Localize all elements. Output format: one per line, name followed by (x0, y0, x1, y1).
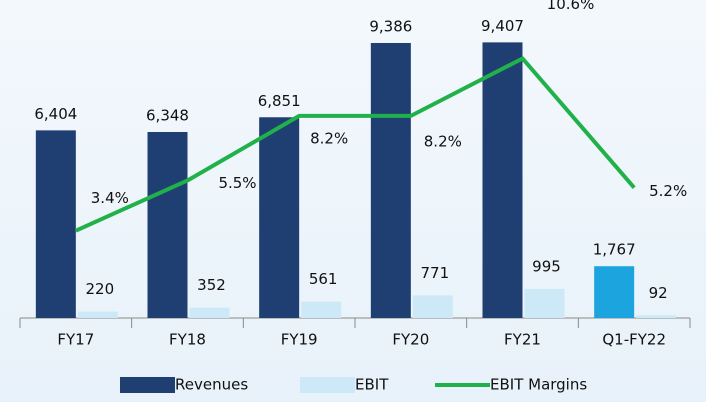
bar (370, 42, 411, 318)
data-label: 92 (649, 284, 668, 302)
bar (412, 295, 453, 318)
data-label: 561 (309, 270, 338, 288)
data-label: 220 (86, 280, 115, 298)
legend-label: EBIT (355, 376, 389, 394)
bar (636, 315, 677, 318)
legend-swatch (300, 377, 355, 393)
line (75, 56, 636, 233)
data-label: 6,404 (34, 105, 77, 123)
data-label: 5.5% (218, 174, 256, 192)
data-label: 6,851 (258, 92, 301, 110)
data-label: 9,386 (369, 17, 412, 35)
data-label: 771 (421, 264, 450, 282)
x-tick-label: FY18 (169, 331, 206, 349)
bar (524, 288, 565, 318)
bar (301, 301, 342, 318)
data-label: 8.2% (310, 129, 348, 147)
data-label: 6,348 (146, 107, 189, 125)
bar (77, 311, 118, 318)
legend-label: EBIT Margins (490, 376, 587, 394)
data-label: 8.2% (424, 132, 462, 150)
x-tick-label: FY17 (57, 331, 94, 349)
bar (189, 307, 230, 318)
data-label: 1,767 (593, 241, 636, 259)
legend-label: Revenues (175, 376, 248, 394)
x-tick-label: FY20 (392, 331, 429, 349)
data-label: 352 (197, 276, 226, 294)
bar (594, 266, 635, 318)
bar (147, 132, 188, 318)
legend-swatch (120, 377, 175, 393)
bar (35, 130, 76, 318)
data-label: 9,407 (481, 17, 524, 35)
x-tick-label: FY21 (504, 331, 541, 349)
data-label: 995 (532, 257, 561, 275)
data-label: 10.6% (547, 0, 595, 13)
data-label: 3.4% (91, 189, 129, 207)
data-label: 5.2% (649, 182, 687, 200)
x-tick-label: FY19 (281, 331, 318, 349)
bar (259, 117, 300, 318)
x-tick-label: Q1-FY22 (602, 331, 666, 349)
bar (482, 42, 523, 318)
